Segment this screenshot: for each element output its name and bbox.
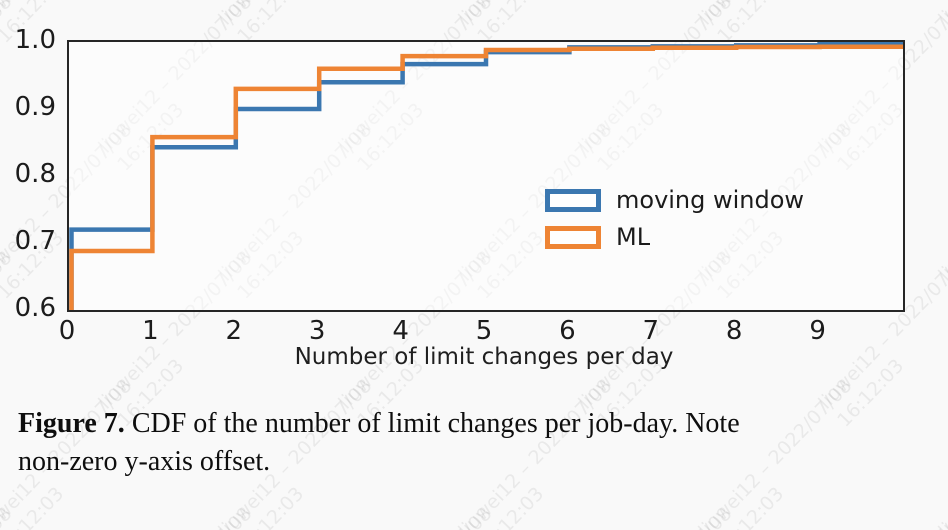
x-tick-0: 0 [58, 316, 76, 346]
cdf-line-moving-window [69, 42, 903, 310]
y-tick-0.6: 0.6 [14, 293, 56, 323]
x-tick-6: 6 [559, 316, 576, 346]
y-tick-0.7: 0.7 [14, 226, 56, 256]
legend-entry-ml: ML [545, 223, 804, 251]
legend-entry-moving-window: moving window [545, 186, 804, 214]
figure-caption-number: Figure 7. [18, 408, 125, 439]
cdf-line-ML [69, 44, 903, 310]
y-tick-1.0: 1.0 [14, 25, 56, 55]
x-tick-9: 9 [809, 316, 826, 346]
cdf-step-lines [69, 42, 903, 310]
x-tick-2: 2 [225, 316, 243, 346]
x-tick-5: 5 [475, 316, 493, 346]
legend-label-moving-window: moving window [616, 186, 805, 214]
y-tick-0.8: 0.8 [14, 159, 56, 189]
figure-caption-text-line1: CDF of the number of limit changes per j… [124, 408, 740, 439]
x-tick-3: 3 [308, 316, 326, 346]
legend-label-ml: ML [616, 223, 651, 251]
x-tick-7: 7 [642, 316, 660, 346]
x-axis-label: Number of limit changes per day [294, 344, 674, 370]
y-tick-0.9: 0.9 [14, 92, 56, 122]
legend-swatch-ml [545, 225, 601, 249]
x-tick-1: 1 [142, 316, 159, 346]
legend-swatch-moving-window [545, 188, 601, 212]
figure-caption-text-line2: non-zero y-axis offset. [18, 446, 271, 477]
plot-area [67, 40, 905, 312]
figure-caption: Figure 7. CDF of the number of limit cha… [18, 405, 933, 481]
x-tick-4: 4 [392, 316, 409, 346]
x-tick-8: 8 [725, 316, 743, 346]
legend: moving window ML [545, 186, 804, 251]
